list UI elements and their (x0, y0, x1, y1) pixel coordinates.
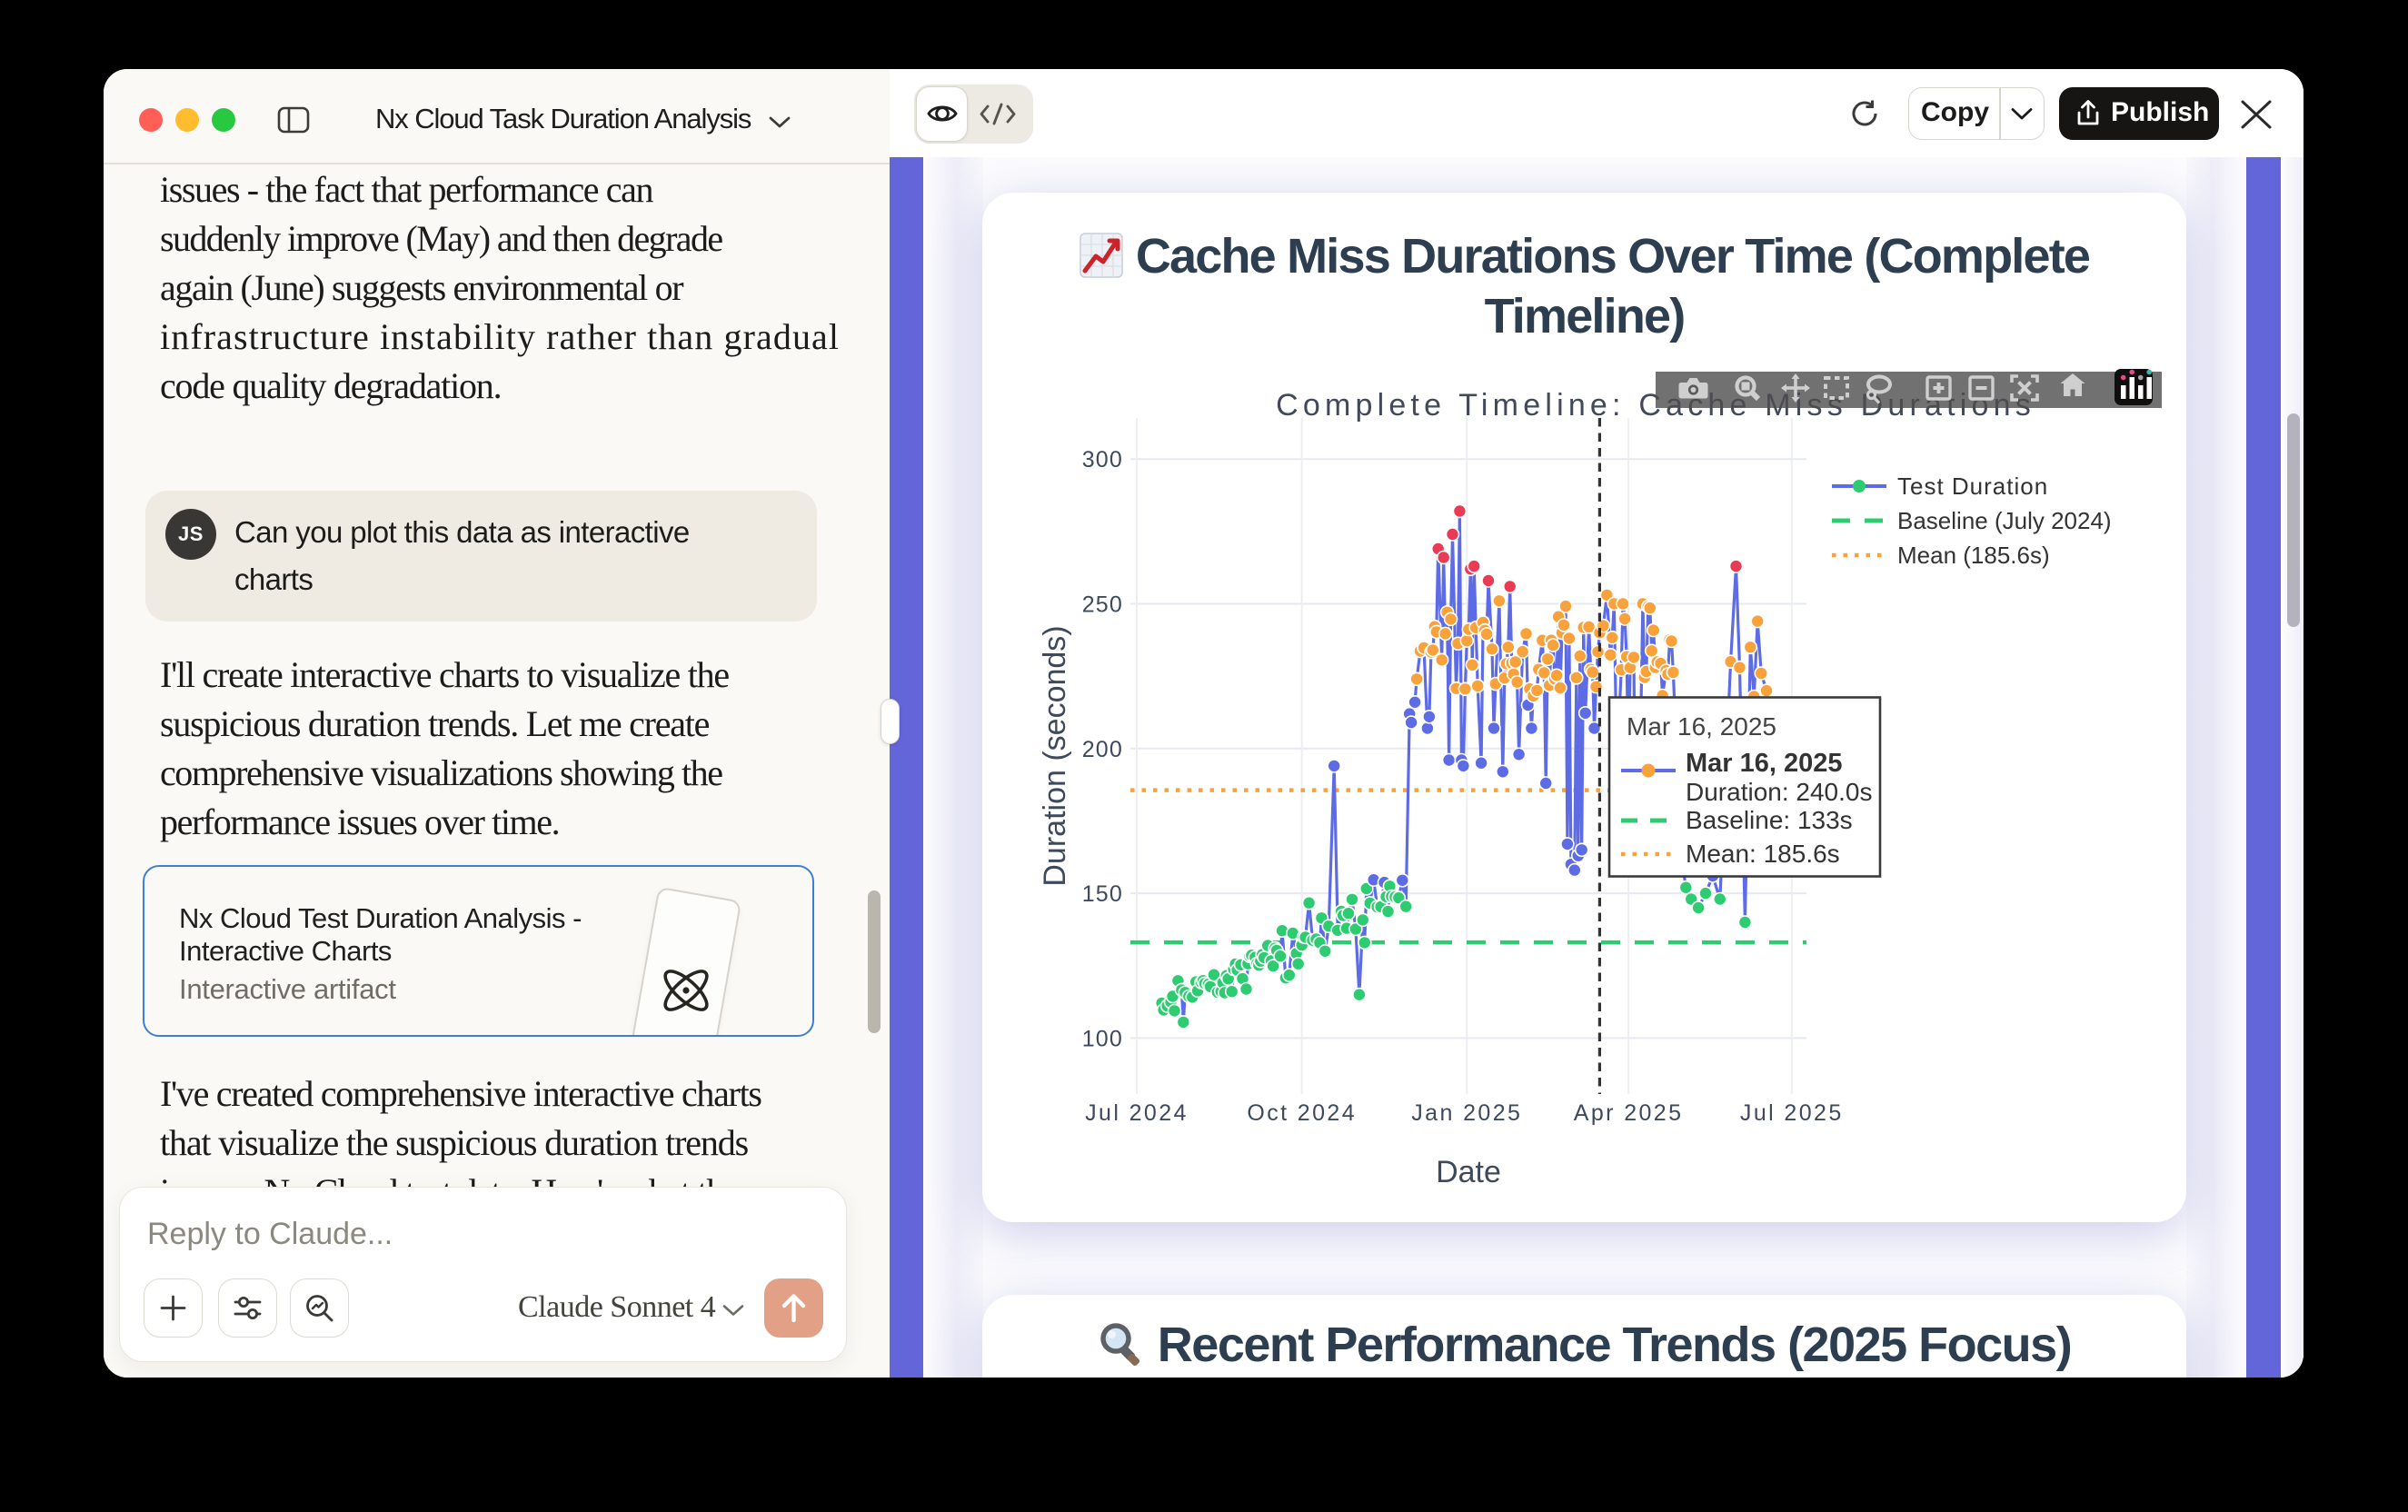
svg-text:300: 300 (1082, 447, 1123, 472)
svg-text:Test Duration: Test Duration (1897, 472, 2048, 500)
svg-text:Apr 2025: Apr 2025 (1574, 1100, 1684, 1126)
svg-text:Date: Date (1436, 1155, 1501, 1189)
svg-text:Duration (seconds): Duration (seconds) (1038, 625, 1072, 886)
svg-text:150: 150 (1082, 881, 1123, 907)
svg-text:100: 100 (1082, 1026, 1123, 1051)
svg-text:Mean (185.6s): Mean (185.6s) (1897, 542, 2050, 569)
svg-text:Mar 16, 2025: Mar 16, 2025 (1686, 749, 1843, 778)
svg-text:250: 250 (1082, 592, 1123, 618)
svg-text:Baseline (July 2024): Baseline (July 2024) (1897, 507, 2112, 534)
svg-text:Duration: 240.0s: Duration: 240.0s (1686, 778, 1872, 806)
svg-text:Jan 2025: Jan 2025 (1411, 1100, 1522, 1126)
svg-text:Oct 2024: Oct 2024 (1247, 1100, 1357, 1126)
svg-text:Mar 16, 2025: Mar 16, 2025 (1627, 712, 1776, 741)
svg-text:200: 200 (1082, 737, 1123, 762)
svg-text:Jul 2025: Jul 2025 (1740, 1100, 1844, 1126)
svg-text:Baseline: 133s: Baseline: 133s (1686, 806, 1853, 834)
svg-text:Jul 2024: Jul 2024 (1085, 1100, 1189, 1126)
svg-text:Mean: 185.6s: Mean: 185.6s (1686, 840, 1840, 868)
